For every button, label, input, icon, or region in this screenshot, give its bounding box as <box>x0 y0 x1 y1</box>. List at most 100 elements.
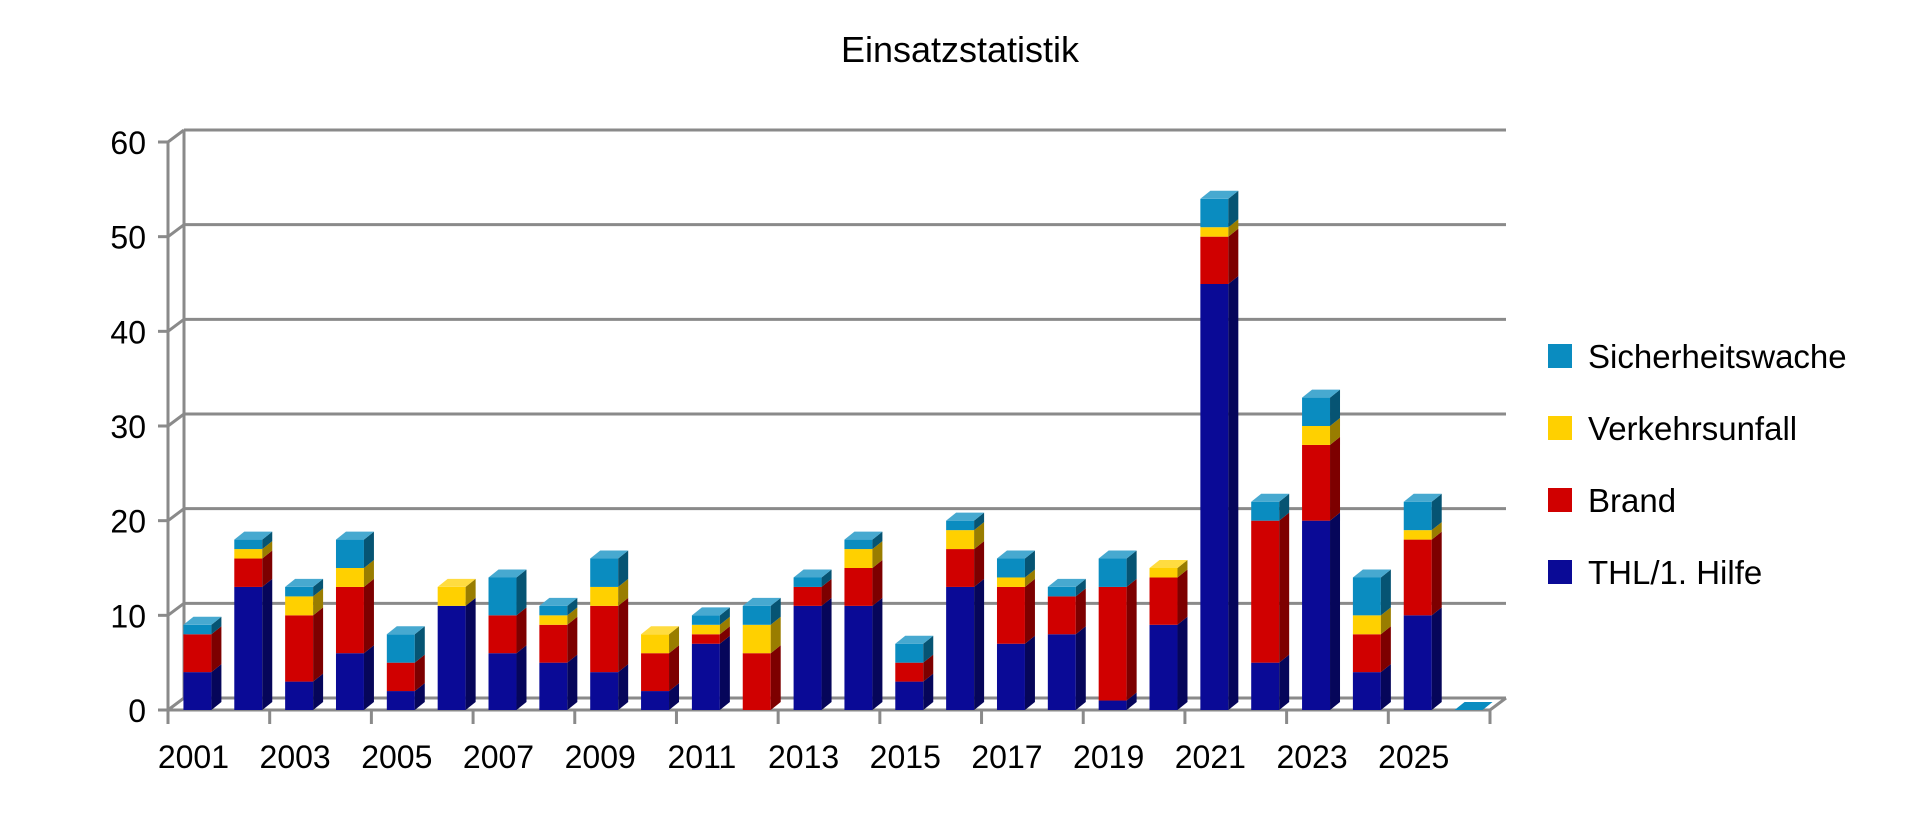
bar-side <box>363 531 374 568</box>
y-tick-label: 60 <box>110 125 146 161</box>
bar-front <box>386 634 415 663</box>
bar-segment <box>742 645 781 710</box>
bar-segment <box>844 560 883 606</box>
bar-top <box>590 550 629 559</box>
bar-side <box>1380 569 1391 616</box>
bar-front <box>844 568 873 606</box>
bar-group-2007 <box>488 569 527 710</box>
bar-side <box>923 635 934 663</box>
y-tick-label: 30 <box>110 409 146 445</box>
bar-segment <box>1302 512 1341 710</box>
bar-segment <box>539 654 578 710</box>
bar-segment <box>641 626 680 654</box>
legend-swatch <box>1548 416 1572 440</box>
bar-front <box>488 577 517 616</box>
bar-segment <box>1098 692 1137 710</box>
bar-front <box>1047 634 1076 710</box>
bar-side <box>567 616 578 663</box>
bar-front <box>183 634 212 673</box>
bar-group-2008 <box>539 597 578 710</box>
bar-side <box>974 541 985 587</box>
bar-side <box>313 588 324 616</box>
bar-front <box>183 672 212 710</box>
bar-segment <box>183 664 222 710</box>
gridline-connector <box>167 507 185 522</box>
bar-front <box>996 558 1025 578</box>
bar-segment <box>996 635 1035 710</box>
bar-front <box>590 558 619 587</box>
x-tick-label: 2025 <box>1378 739 1449 775</box>
bar-top <box>335 531 374 540</box>
bar-front <box>335 539 364 568</box>
bar-front <box>1403 530 1432 540</box>
bar-group-2021 <box>1200 190 1239 710</box>
plot-bars <box>183 190 1493 710</box>
bar-side <box>363 645 374 710</box>
bar-segment <box>437 597 476 710</box>
bar-side <box>1279 512 1290 663</box>
bar-side <box>1024 635 1035 710</box>
bar-segment <box>234 541 273 559</box>
bar-segment <box>285 673 324 710</box>
bar-group-2002 <box>234 531 273 710</box>
bar-front <box>234 586 263 710</box>
bar-top <box>183 616 222 625</box>
bar-side <box>719 607 730 625</box>
x-tick-label: 2021 <box>1175 739 1246 775</box>
bar-front <box>1352 577 1381 616</box>
bar-segment <box>742 597 781 625</box>
bar-front <box>1352 634 1381 673</box>
bar-segment <box>1200 219 1239 237</box>
bar-front <box>844 549 873 568</box>
bar-front <box>285 596 314 616</box>
bar-side <box>262 531 273 550</box>
bar-side <box>669 683 680 710</box>
legend-swatch <box>1548 344 1572 368</box>
bar-side <box>821 578 832 606</box>
bar-front <box>691 643 720 710</box>
bar-front <box>285 586 314 597</box>
bar-top <box>1403 493 1442 502</box>
bar-front <box>437 605 466 710</box>
bar-segment <box>996 550 1035 578</box>
bar-segment <box>793 597 832 710</box>
bar-segment <box>335 560 374 587</box>
bar-side <box>567 654 578 710</box>
bar-side <box>414 654 425 692</box>
bar-segment <box>590 550 629 587</box>
legend-item: Verkehrsunfall <box>1548 410 1797 447</box>
bar-front <box>946 549 975 587</box>
bar-front <box>996 586 1025 644</box>
y-tick-label: 50 <box>110 220 146 256</box>
bar-segment <box>183 616 222 635</box>
gridline-connector <box>167 128 185 144</box>
bar-side <box>516 645 527 710</box>
bar-segment <box>1200 228 1239 284</box>
bar-front <box>996 643 1025 710</box>
bar-front <box>1047 596 1076 635</box>
bar-side <box>414 626 425 663</box>
x-tick-label: 2005 <box>361 739 432 775</box>
bar-group-2001 <box>183 616 222 710</box>
bar-front <box>488 653 517 710</box>
bar-side <box>618 578 629 606</box>
bar-segment <box>335 578 374 654</box>
bar-front <box>691 615 720 625</box>
bar-side <box>567 607 578 625</box>
x-tick-label: 2011 <box>667 739 736 775</box>
bar-side <box>1380 607 1391 635</box>
bar-segment <box>234 550 273 587</box>
bar-side <box>1330 389 1341 426</box>
bar-segment <box>1098 578 1137 701</box>
bar-side <box>363 578 374 654</box>
bar-segment <box>1352 664 1391 710</box>
bar-segment <box>1302 418 1341 445</box>
bar-group-2005 <box>386 626 425 710</box>
legend-swatch <box>1548 560 1572 584</box>
bar-side <box>516 569 527 616</box>
bar-side <box>1075 626 1086 710</box>
bar-front <box>386 662 415 692</box>
bar-front <box>234 558 263 587</box>
bar-group-2010 <box>641 626 680 710</box>
bar-segment <box>1149 569 1188 625</box>
